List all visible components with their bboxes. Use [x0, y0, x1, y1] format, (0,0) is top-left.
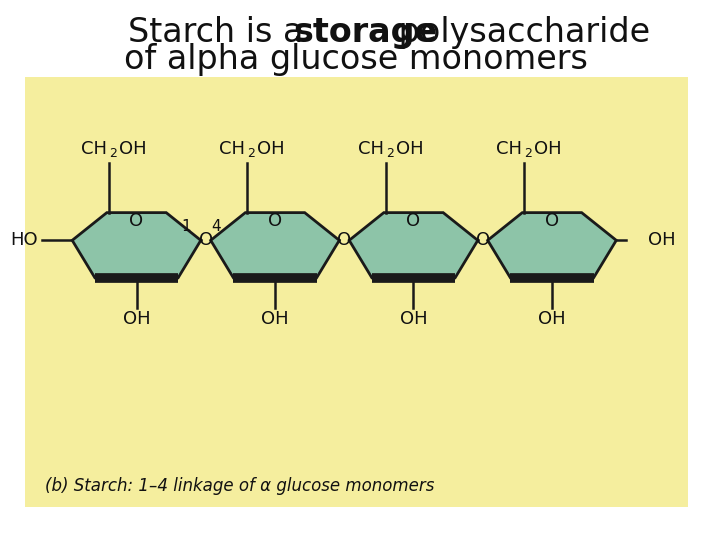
- Text: Starch is a: Starch is a: [127, 16, 314, 49]
- Text: O: O: [199, 231, 213, 249]
- Text: 1: 1: [181, 219, 191, 234]
- Text: O: O: [268, 212, 282, 230]
- Text: O: O: [476, 231, 490, 249]
- Text: 2: 2: [386, 147, 394, 160]
- Text: CH: CH: [81, 140, 107, 158]
- Text: storage: storage: [293, 16, 437, 49]
- Text: 4: 4: [211, 219, 220, 234]
- Text: 2: 2: [109, 147, 117, 160]
- Text: OH: OH: [538, 310, 566, 328]
- Text: OH: OH: [119, 140, 146, 158]
- Text: O: O: [130, 212, 143, 230]
- Text: O: O: [337, 231, 351, 249]
- Text: OH: OH: [534, 140, 562, 158]
- Text: (b) Starch: 1–4 linkage of α glucose monomers: (b) Starch: 1–4 linkage of α glucose mon…: [45, 477, 434, 495]
- Polygon shape: [487, 213, 616, 278]
- Polygon shape: [72, 213, 201, 278]
- Text: 2: 2: [247, 147, 255, 160]
- Text: CH: CH: [496, 140, 522, 158]
- Bar: [24, 77, 688, 508]
- Text: OH: OH: [257, 140, 285, 158]
- Text: OH: OH: [122, 310, 150, 328]
- Text: HO: HO: [10, 231, 37, 249]
- Text: of alpha glucose monomers: of alpha glucose monomers: [124, 43, 588, 76]
- Polygon shape: [349, 213, 478, 278]
- Text: OH: OH: [261, 310, 289, 328]
- Text: CH: CH: [358, 140, 384, 158]
- Text: polysaccharide: polysaccharide: [388, 16, 650, 49]
- Text: OH: OH: [396, 140, 423, 158]
- Text: 2: 2: [524, 147, 532, 160]
- Polygon shape: [211, 213, 339, 278]
- Text: OH: OH: [400, 310, 427, 328]
- Text: OH: OH: [648, 231, 675, 249]
- Text: CH: CH: [220, 140, 246, 158]
- Text: O: O: [406, 212, 420, 230]
- Text: O: O: [545, 212, 559, 230]
